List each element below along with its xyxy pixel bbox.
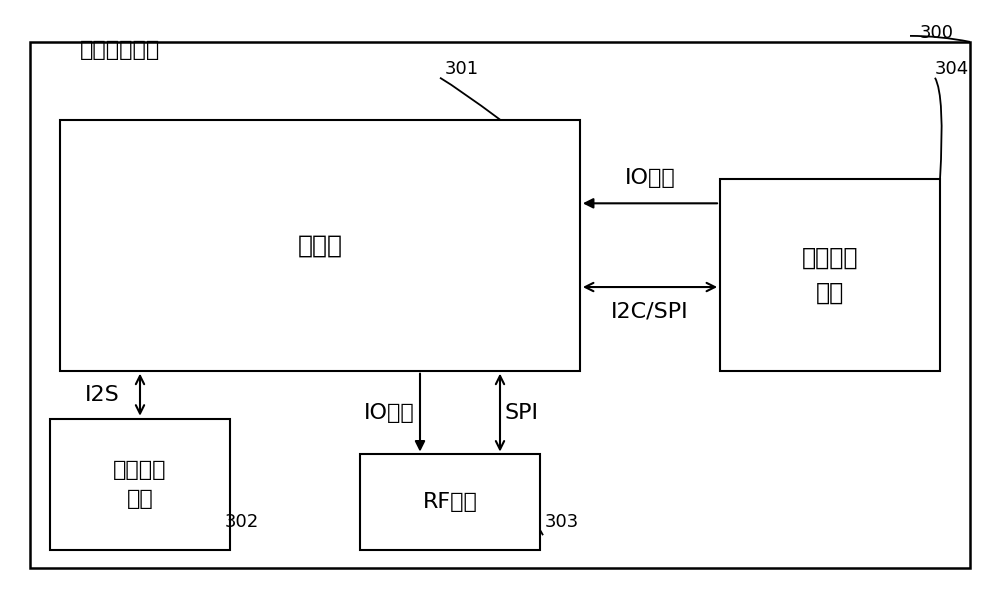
Text: 300: 300 bbox=[920, 24, 954, 42]
Text: IO中断: IO中断 bbox=[364, 402, 415, 423]
Text: I2S: I2S bbox=[85, 385, 120, 405]
FancyBboxPatch shape bbox=[50, 419, 230, 550]
Text: RF芯片: RF芯片 bbox=[423, 492, 477, 512]
Text: 头戴显示设备: 头戴显示设备 bbox=[80, 40, 160, 60]
Text: 304: 304 bbox=[935, 60, 969, 78]
Text: SPI: SPI bbox=[505, 402, 539, 423]
Text: 处理器: 处理器 bbox=[298, 233, 342, 257]
FancyBboxPatch shape bbox=[720, 179, 940, 371]
Text: 301: 301 bbox=[445, 60, 479, 78]
Text: 电磁波发
射器: 电磁波发 射器 bbox=[113, 460, 167, 509]
Text: 惯性测量
单元: 惯性测量 单元 bbox=[802, 245, 858, 305]
FancyBboxPatch shape bbox=[360, 454, 540, 550]
FancyBboxPatch shape bbox=[30, 42, 970, 568]
Text: I2C/SPI: I2C/SPI bbox=[611, 302, 689, 322]
Text: 302: 302 bbox=[225, 513, 259, 531]
Text: 303: 303 bbox=[545, 513, 579, 531]
Text: IO中断: IO中断 bbox=[625, 169, 675, 188]
FancyBboxPatch shape bbox=[60, 120, 580, 371]
